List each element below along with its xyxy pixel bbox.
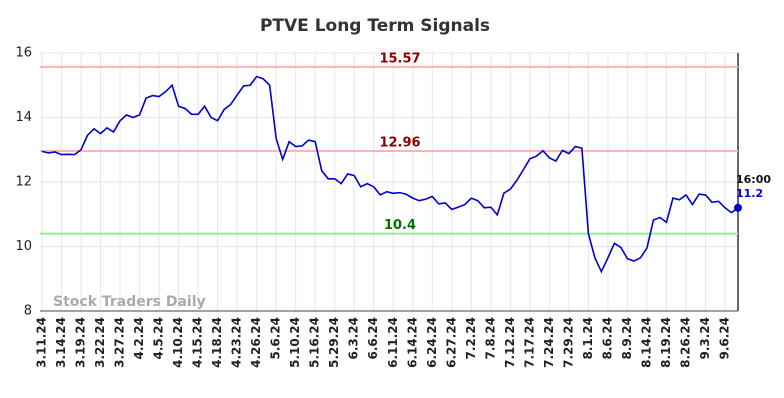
x-tick-label: 4.18.24: [210, 317, 224, 368]
x-tick-label: 9.3.24: [698, 317, 712, 360]
y-tick-label: 12: [15, 175, 32, 190]
x-tick-label: 8.9.24: [620, 317, 634, 360]
y-tick-label: 16: [15, 46, 32, 61]
signal-label: 12.96: [379, 136, 420, 151]
chart-title: PTVE Long Term Signals: [260, 16, 490, 36]
y-tick-label: 8: [24, 304, 32, 319]
x-tick-label: 3.27.24: [113, 317, 127, 368]
x-tick-label: 8.14.24: [639, 317, 653, 368]
x-tick-label: 6.6.24: [366, 317, 380, 360]
last-point: [734, 203, 742, 212]
time-label: 16:00: [736, 173, 771, 186]
x-tick-label: 5.6.24: [269, 317, 283, 360]
x-tick-label: 5.29.24: [327, 317, 341, 368]
x-tick-label: 6.27.24: [444, 317, 458, 368]
x-tick-label: 9.6.24: [717, 317, 731, 360]
x-tick-label: 8.19.24: [659, 317, 673, 368]
x-tick-label: 7.17.24: [522, 317, 536, 368]
x-tick-label: 7.8.24: [483, 317, 497, 360]
x-tick-label: 3.14.24: [54, 317, 68, 368]
x-tick-label: 8.1.24: [581, 317, 595, 360]
x-tick-label: 7.2.24: [464, 317, 478, 360]
signal-label: 15.57: [379, 51, 420, 66]
x-tick-label: 6.11.24: [386, 317, 400, 368]
x-tick-label: 3.22.24: [93, 317, 107, 368]
x-tick-label: 4.26.24: [249, 317, 263, 368]
x-tick-label: 3.19.24: [74, 317, 88, 368]
signal-label: 10.4: [384, 218, 416, 233]
y-tick-label: 14: [15, 110, 32, 125]
x-tick-label: 4.2.24: [132, 317, 146, 360]
last-value-label: 11.2: [736, 187, 763, 200]
x-tick-label: 5.16.24: [308, 317, 322, 368]
x-tick-label: 6.3.24: [347, 317, 361, 360]
watermark: Stock Traders Daily: [53, 294, 206, 310]
x-tick-label: 4.23.24: [230, 317, 244, 368]
x-tick-label: 4.5.24: [152, 317, 166, 360]
x-tick-label: 3.11.24: [35, 317, 49, 368]
x-tick-label: 8.6.24: [600, 317, 614, 360]
x-tick-label: 6.14.24: [405, 317, 419, 368]
x-tick-label: 8.26.24: [678, 317, 692, 368]
x-tick-label: 7.29.24: [561, 317, 575, 368]
x-tick-label: 7.24.24: [542, 317, 556, 368]
y-tick-label: 10: [15, 239, 32, 254]
x-tick-label: 7.12.24: [503, 317, 517, 368]
price-line: [41, 75, 739, 274]
x-tick-label: 4.10.24: [171, 317, 185, 368]
x-tick-label: 4.15.24: [191, 317, 205, 368]
x-tick-label: 6.24.24: [425, 317, 439, 368]
x-tick-label: 5.10.24: [288, 317, 302, 368]
